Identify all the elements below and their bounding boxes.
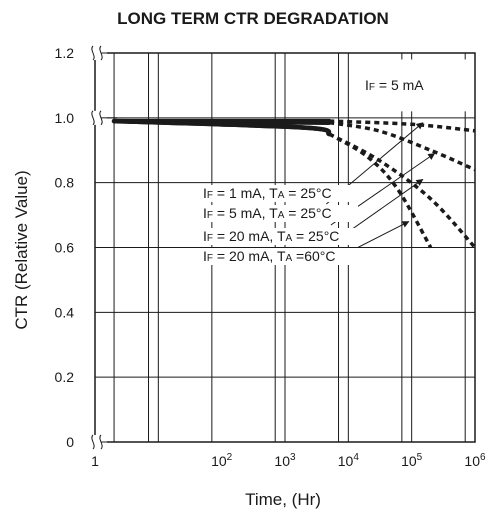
y-tick-label: 0.6 (55, 240, 75, 256)
axis-break-mark (91, 110, 95, 126)
series-line-dashed (328, 132, 433, 249)
y-tick-label: 1.2 (55, 45, 75, 61)
axis-breaks (91, 45, 117, 450)
axis-break-mark (91, 434, 95, 450)
series-line-dashed (328, 132, 477, 249)
x-tick-label: 102 (211, 452, 233, 469)
y-tick-labels: 0 0.2 0.4 0.6 0.8 1.0 1.2 (55, 45, 75, 450)
series-line-dashed (329, 120, 476, 172)
series-layer (111, 118, 477, 249)
series-annotation: IF = 20 mA, TA =60°C (203, 248, 336, 264)
annotation-background (200, 228, 358, 245)
axis-break-bg (91, 435, 107, 449)
series-annotations: IF = 1 mA, TA = 25°C IF = 5 mA, TA = 25°C… (200, 185, 358, 265)
x-tick-label: 103 (274, 452, 296, 469)
annotation-background (200, 248, 358, 265)
axis-break-bg (91, 110, 107, 125)
y-tick-label: 0 (66, 434, 74, 450)
series-line-solid (111, 118, 332, 137)
x-tick-label: 104 (338, 452, 360, 469)
plot-frame (94, 52, 476, 443)
y-tick-label: 1.0 (55, 110, 75, 126)
axis-break-mark (91, 45, 95, 61)
x-axis-label: Time, (Hr) (245, 490, 321, 509)
x-tick-labels: 1 102 103 104 105 106 (91, 452, 486, 469)
series-annotation: IF = 20 mA, TA = 25°C (203, 228, 339, 244)
series-annotation: IF = 1 mA, TA = 25°C (203, 185, 332, 201)
y-tick-label: 0.2 (55, 369, 75, 385)
axis-break-bg (91, 46, 107, 60)
grid (95, 52, 475, 443)
y-axis-label: CTR (Relative Value) (12, 170, 31, 329)
x-tick-label: 1 (91, 453, 99, 469)
box-label-background (378, 59, 474, 112)
series-line-dashed (329, 119, 476, 133)
annotation-background (200, 185, 358, 202)
y-tick-label: 0.8 (55, 175, 75, 191)
y-tick-label: 0.4 (55, 304, 75, 320)
series-annotation: IF = 5 mA, TA = 25°C (203, 205, 332, 221)
x-tick-label: 105 (401, 452, 423, 469)
annotation-background (200, 205, 358, 222)
x-tick-label: 106 (464, 452, 486, 469)
chart-title: LONG TERM CTR DEGRADATION (117, 9, 389, 28)
box-label: IF = 5 mA (365, 77, 424, 93)
